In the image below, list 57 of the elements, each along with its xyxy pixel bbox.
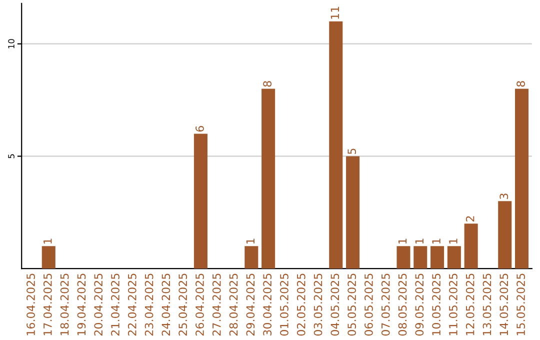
x-tick-label: 19.04.2025	[77, 274, 86, 336]
bar	[515, 88, 529, 269]
x-tick-label: 10.05.2025	[432, 274, 440, 336]
x-tick-label: 25.04.2025	[178, 274, 188, 336]
data-label: 8	[516, 81, 525, 87]
bar	[244, 246, 258, 269]
data-label: 1	[449, 238, 458, 244]
x-tick-label: 04.05.2025	[330, 274, 340, 336]
x-tick-label: 09.05.2025	[415, 274, 424, 336]
x-tick-label: 05.05.2025	[348, 274, 356, 336]
x-tick-label: 03.05.2025	[314, 274, 322, 336]
bar	[329, 21, 343, 269]
x-tick-label: 18.04.2025	[60, 274, 69, 336]
x-tick-label: 11.05.2025	[448, 274, 458, 336]
data-label: 6	[196, 126, 204, 132]
data-label: 1	[44, 238, 52, 244]
bar	[42, 246, 56, 269]
x-tick-label: 21.04.2025	[111, 274, 120, 336]
data-label: 2	[466, 216, 474, 222]
x-tick-label: 14.05.2025	[500, 274, 508, 336]
bar	[430, 246, 444, 269]
x-tick-label: 27.04.2025	[212, 274, 221, 336]
x-tick-label: 28.04.2025	[229, 274, 238, 336]
bar	[396, 246, 410, 269]
x-tick-label: 17.04.2025	[43, 274, 52, 336]
data-label: 1	[398, 238, 407, 244]
x-tick-label: 15.05.2025	[516, 274, 525, 336]
data-label: 8	[263, 81, 272, 87]
bar	[346, 156, 360, 269]
x-tick-label: 23.04.2025	[144, 274, 154, 336]
x-tick-label: 06.05.2025	[364, 274, 373, 336]
data-label: 3	[500, 194, 508, 199]
data-label: 5	[348, 148, 356, 154]
y-tick-label: 10	[8, 39, 14, 48]
data-label: 1	[432, 238, 440, 244]
x-tick-label: 08.05.2025	[398, 274, 407, 336]
x-tick-label: 22.04.2025	[128, 274, 136, 336]
bar	[262, 88, 276, 269]
bar	[414, 246, 428, 269]
data-label: 1	[415, 238, 424, 244]
bar	[194, 134, 208, 269]
x-tick-label: 20.04.2025	[94, 274, 103, 336]
x-tick-label: 30.04.2025	[263, 274, 272, 336]
x-tick-label: 13.05.2025	[482, 274, 492, 336]
data-label: 1	[246, 238, 254, 244]
x-tick-label: 29.04.2025	[246, 274, 255, 336]
bar	[464, 224, 478, 269]
x-tick-label: 12.05.2025	[466, 274, 474, 336]
x-tick-label: 24.04.2025	[162, 274, 170, 336]
x-tick-label: 01.05.2025	[280, 274, 288, 336]
x-tick-label: 16.04.2025	[26, 274, 35, 336]
data-label: 11	[330, 6, 339, 19]
x-tick-label: 02.05.2025	[296, 274, 306, 336]
bar	[447, 246, 461, 269]
bar	[498, 201, 512, 269]
x-tick-label: 26.04.2025	[196, 274, 204, 336]
x-tick-label: 07.05.2025	[381, 274, 390, 336]
